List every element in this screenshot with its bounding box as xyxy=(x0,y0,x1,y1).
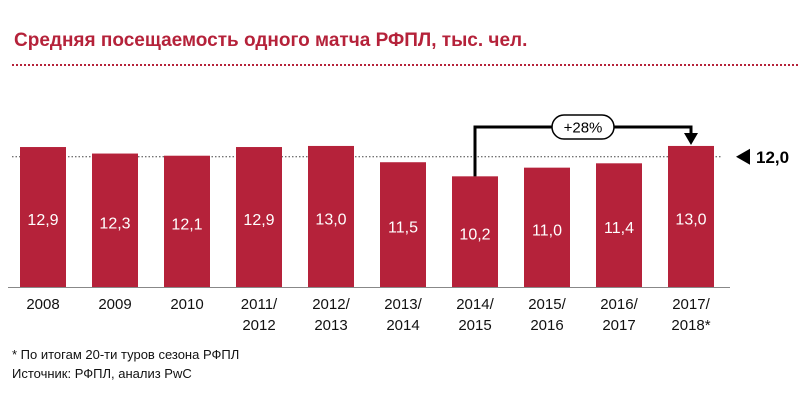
chart-title: Средняя посещаемость одного матча РФПЛ, … xyxy=(14,30,528,51)
category-label: 2013 xyxy=(314,317,347,334)
bar-value-label: 11,0 xyxy=(532,222,562,239)
category-label: 2017/ xyxy=(672,296,710,313)
bar xyxy=(308,145,354,287)
category-label: 2014/ xyxy=(456,296,494,313)
reference-marker-icon xyxy=(736,148,750,165)
bar-value-label: 11,5 xyxy=(388,220,418,237)
growth-label: +28% xyxy=(564,120,603,137)
category-label: 2017 xyxy=(602,317,635,334)
bar-value-label: 10,2 xyxy=(459,227,490,244)
bar xyxy=(236,147,282,287)
category-label: 2016/ xyxy=(600,296,638,313)
bar xyxy=(92,153,138,287)
category-label: 2012/ xyxy=(312,296,350,313)
bar xyxy=(668,145,714,287)
category-label: 2009 xyxy=(98,296,131,313)
bar-value-label: 12,9 xyxy=(243,212,274,229)
bar-value-label: 12,9 xyxy=(27,212,58,229)
bar xyxy=(380,162,426,287)
source-note: Источник: РФПЛ, анализ PwC xyxy=(12,366,192,381)
category-label: 2018* xyxy=(671,317,710,334)
bar-value-label: 11,4 xyxy=(604,220,634,237)
bar-value-label: 12,1 xyxy=(171,216,202,233)
title-divider xyxy=(12,64,798,66)
category-label: 2013/ xyxy=(384,296,422,313)
bar-chart: 12,9 2008 12,3 2009 12,1 2010 12,9 2011/2012 13,… xyxy=(8,114,789,334)
growth-badge xyxy=(551,114,615,140)
category-label: 2008 xyxy=(26,296,59,313)
bar xyxy=(452,176,498,287)
bar-value-label: 12,3 xyxy=(99,215,130,232)
category-label: 2014 xyxy=(386,317,419,334)
bar xyxy=(20,147,66,287)
reference-label: 12,0 xyxy=(756,148,789,167)
bar xyxy=(596,163,642,287)
growth-arrow-icon xyxy=(684,132,698,145)
category-label: 2010 xyxy=(170,296,203,313)
category-label: 2016 xyxy=(530,317,563,334)
category-label: 2015/ xyxy=(528,296,566,313)
bar-value-label: 13,0 xyxy=(315,211,346,228)
bar xyxy=(164,155,210,287)
category-label: 2012 xyxy=(242,317,275,334)
category-label: 2011/ xyxy=(241,296,278,313)
bar xyxy=(524,167,570,287)
footnote: * По итогам 20-ти туров сезона РФПЛ xyxy=(12,347,240,362)
category-label: 2015 xyxy=(458,317,491,334)
bar-value-label: 13,0 xyxy=(675,211,706,228)
